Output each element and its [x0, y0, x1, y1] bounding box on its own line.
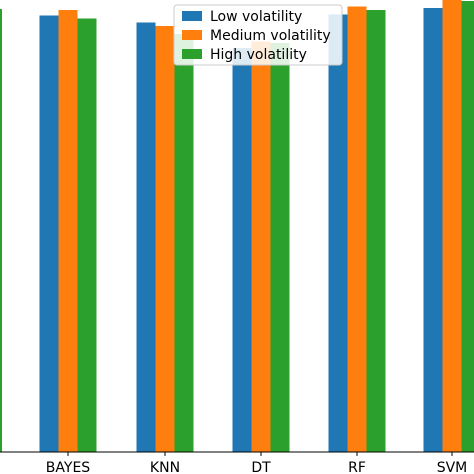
bar-bayes-high-volatility	[77, 18, 97, 452]
legend-label: Low volatility	[210, 9, 302, 25]
bar-rf-medium-volatility	[347, 6, 367, 452]
bar-svm-high-volatility	[461, 1, 474, 452]
legend-swatch	[182, 30, 202, 40]
x-tick-label: SVM	[437, 460, 468, 474]
bar-svm-low-volatility	[423, 8, 443, 452]
bar-svm-medium-volatility	[442, 0, 462, 452]
bar-partial-left	[0, 9, 2, 452]
legend-swatch	[182, 49, 202, 59]
legend-swatch	[182, 11, 202, 21]
legend-box	[173, 4, 343, 66]
legend: Low volatility Medium volatility High vola…	[173, 4, 343, 66]
bar-dt-medium-volatility	[251, 41, 271, 452]
x-tick-label: BAYES	[46, 460, 90, 474]
bar-knn-medium-volatility	[155, 26, 175, 452]
bars-layer	[0, 0, 474, 452]
bar-rf-low-volatility	[328, 14, 348, 452]
x-tick-label: RF	[348, 460, 366, 474]
legend-label: Medium volatility	[210, 28, 331, 44]
x-ticks-layer: BAYES KNN DT RF SVM	[46, 452, 467, 474]
x-tick-label: KNN	[150, 460, 180, 474]
bar-dt-high-volatility	[270, 43, 290, 452]
x-tick-label: DT	[251, 460, 271, 474]
bar-bayes-low-volatility	[39, 15, 59, 452]
bar-rf-high-volatility	[366, 10, 386, 452]
bar-dt-low-volatility	[232, 48, 252, 452]
bar-bayes-medium-volatility	[58, 10, 78, 452]
bar-knn-low-volatility	[136, 22, 156, 452]
bar-knn-high-volatility	[174, 34, 194, 452]
legend-label: High volatility	[210, 47, 307, 63]
